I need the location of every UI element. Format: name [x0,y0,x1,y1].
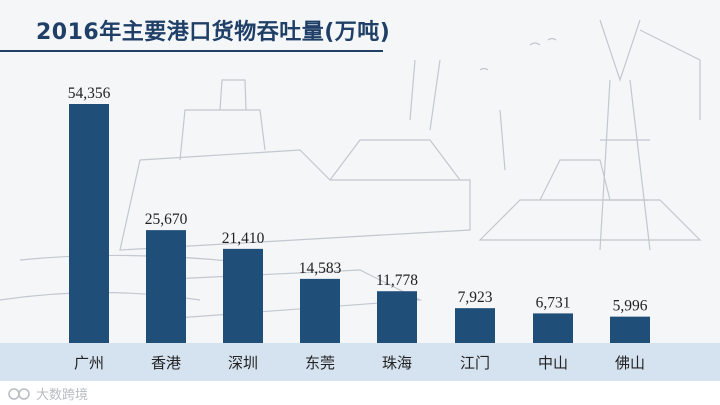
value-label-2: 21,410 [222,230,265,247]
title-underline [0,50,383,52]
value-label-7: 5,996 [613,298,648,315]
bar-1 [146,230,186,343]
watermark-logo: 大数跨境 [8,384,88,403]
category-label-5: 江门 [460,354,490,372]
category-label-7: 佛山 [615,354,645,372]
category-label-3: 东莞 [305,354,335,372]
axis-base-band [0,343,720,381]
value-label-5: 7,923 [458,289,493,306]
value-label-3: 14,583 [299,260,342,277]
bar-4 [377,291,417,343]
value-label-6: 6,731 [536,294,571,311]
bar-0 [69,104,109,343]
category-label-1: 香港 [151,354,181,372]
category-label-0: 广州 [74,354,104,372]
watermark-text: 大数跨境 [36,388,89,403]
value-label-0: 54,356 [68,85,111,102]
category-label-2: 深圳 [228,354,258,372]
category-label-6: 中山 [538,354,568,372]
logo-icon [8,387,30,400]
bar-5 [455,308,495,343]
footer-band [0,381,720,405]
chart-title: 2016年主要港口货物吞吐量(万吨) [36,20,391,45]
value-label-4: 11,778 [376,272,418,289]
bar-7 [610,316,650,343]
category-label-4: 珠海 [382,354,412,372]
bar-6 [533,313,573,343]
bar-3 [300,278,340,343]
bar-2 [223,248,263,343]
value-label-1: 25,670 [145,211,188,228]
